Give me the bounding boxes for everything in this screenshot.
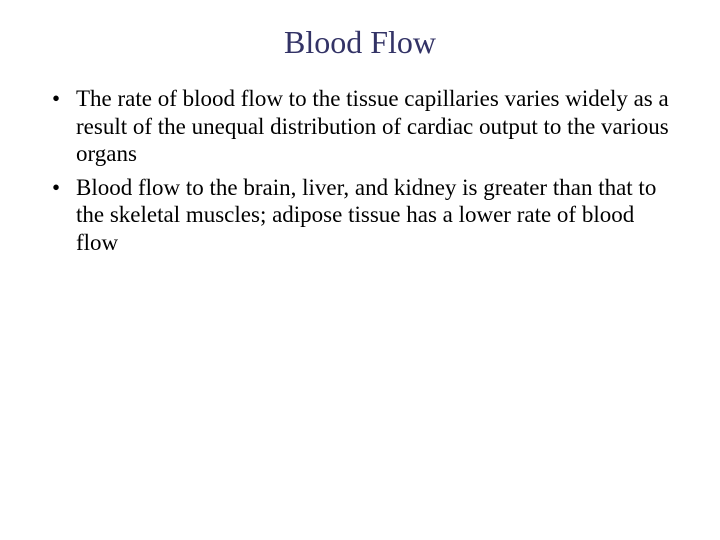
slide-title: Blood Flow bbox=[40, 24, 680, 61]
bullet-item: The rate of blood flow to the tissue cap… bbox=[48, 85, 680, 168]
bullet-item: Blood flow to the brain, liver, and kidn… bbox=[48, 174, 680, 257]
bullet-text: Blood flow to the brain, liver, and kidn… bbox=[76, 175, 656, 255]
bullet-text: The rate of blood flow to the tissue cap… bbox=[76, 86, 669, 166]
bullet-list: The rate of blood flow to the tissue cap… bbox=[40, 85, 680, 257]
